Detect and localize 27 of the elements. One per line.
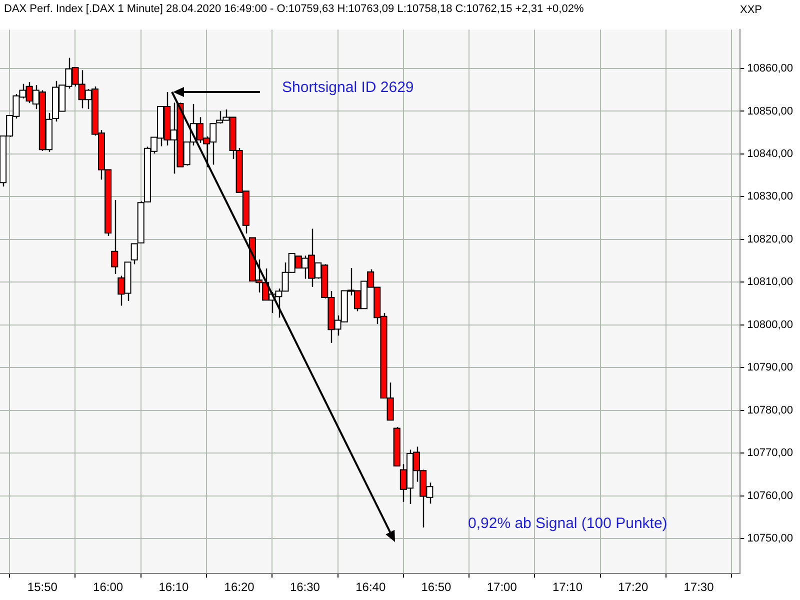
x-tick-label: 16:00 <box>93 580 124 594</box>
x-tick-label: 17:00 <box>486 580 518 594</box>
x-tick-label: 16:30 <box>290 580 320 594</box>
y-tick-label: 10750,00 <box>747 532 794 545</box>
x-tick-label: 16:40 <box>356 580 386 594</box>
y-tick-label: 10770,00 <box>747 447 794 460</box>
y-axis-title: XXP <box>740 4 762 16</box>
x-tick-label: 17:20 <box>618 580 648 594</box>
x-tick-label: 16:10 <box>158 580 190 594</box>
annotation: 0,92% ab Signal (100 Punkte) <box>468 515 668 532</box>
x-tick-label: 17:10 <box>552 580 583 594</box>
y-tick-label: 10820,00 <box>747 233 794 246</box>
y-tick-label: 10760,00 <box>747 490 794 502</box>
y-tick-label: 10840,00 <box>747 148 794 160</box>
y-tick-label: 10830,00 <box>747 190 794 203</box>
annotation: Shortsignal ID 2629 <box>282 79 414 96</box>
y-tick-label: 10850,00 <box>747 105 794 118</box>
y-tick-label: 10780,00 <box>747 404 794 416</box>
y-tick-label: 10800,00 <box>747 318 794 331</box>
y-tick-label: 10860,00 <box>747 62 794 75</box>
y-tick-label: 10790,00 <box>747 362 794 374</box>
x-tick-label: 16:50 <box>421 580 452 594</box>
y-tick-label: 10810,00 <box>747 276 794 288</box>
x-tick-label: 16:20 <box>224 580 255 594</box>
chart-title: DAX Perf. Index [.DAX 1 Minute] 28.04.2020 16:49:00 - O:10759,63 H:10763,09 L:10758,18 C:10762,15 +2,31 +0,02% <box>4 3 584 15</box>
x-tick-label: 15:50 <box>27 580 58 594</box>
x-tick-label: 17:30 <box>684 580 714 594</box>
